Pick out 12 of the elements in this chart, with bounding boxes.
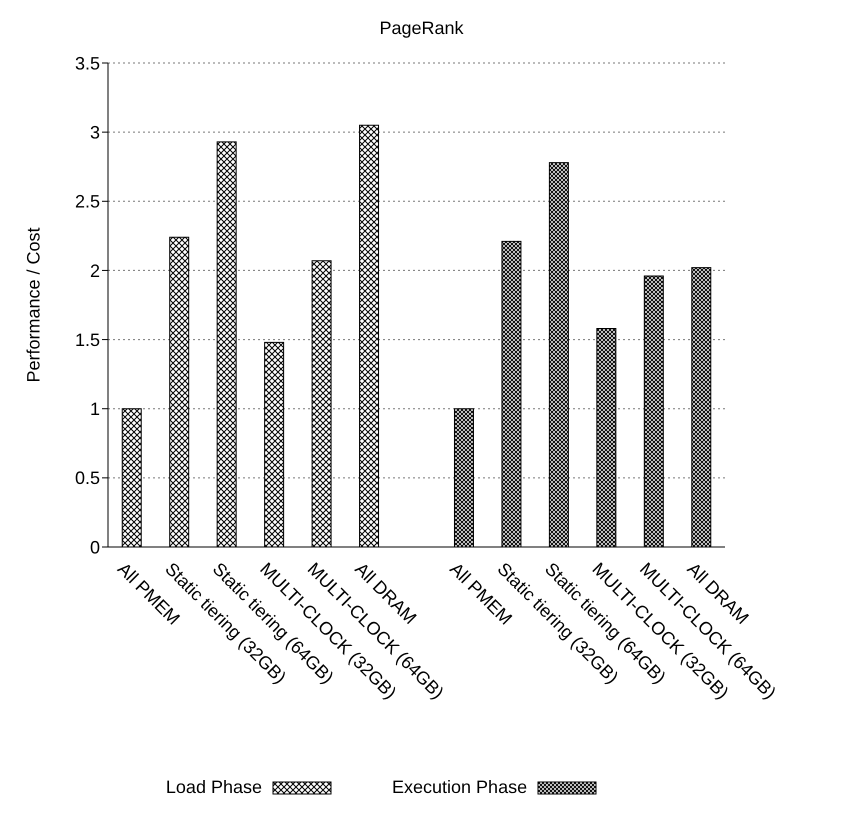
legend-label: Execution Phase <box>392 777 528 798</box>
chart-title: PageRank <box>378 17 465 40</box>
y-tick-label: 3.5 <box>74 53 100 74</box>
y-tick-label: 0.5 <box>74 468 100 488</box>
y-tick-label: 2.5 <box>74 192 100 212</box>
y-tick-label: 2 <box>90 260 100 281</box>
y-tick-label: 1 <box>90 399 100 420</box>
legend-label: Load Phase <box>166 777 263 798</box>
y-tick-label: 1.5 <box>74 330 100 350</box>
y-tick-label: 0 <box>90 537 100 558</box>
y-tick-label: 3 <box>90 122 100 143</box>
y-axis-title: Performance / Cost <box>23 227 44 383</box>
